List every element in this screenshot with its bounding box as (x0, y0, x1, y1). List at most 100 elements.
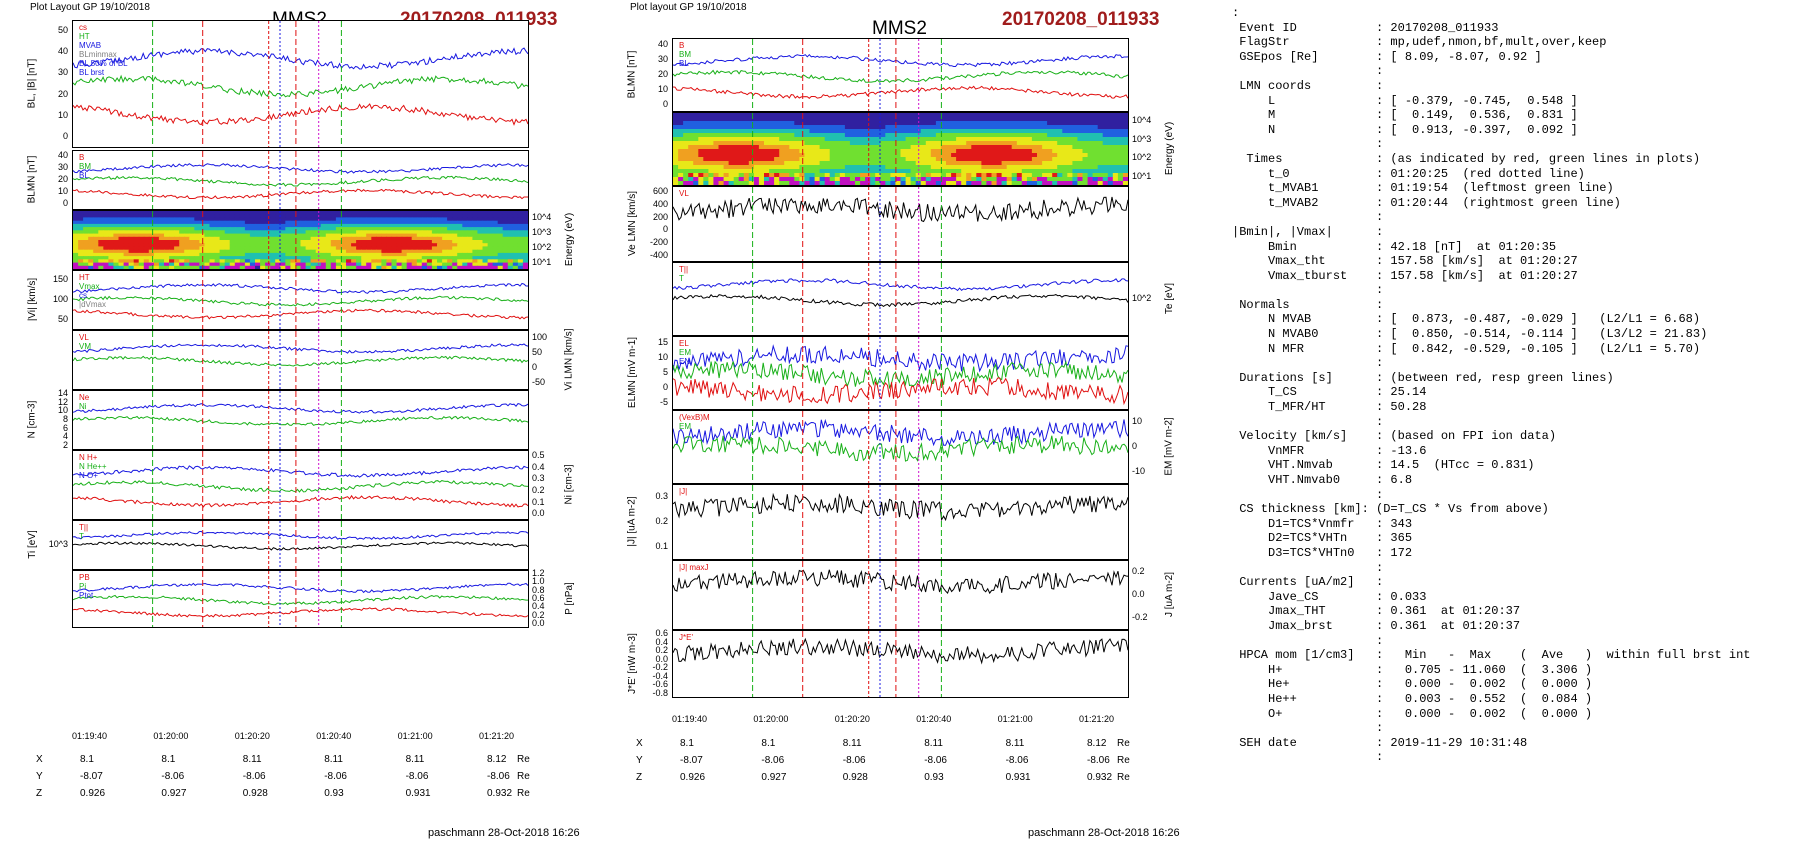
spectrogram-cell (93, 252, 99, 257)
spectrogram-cell (280, 246, 286, 251)
spectrogram-cell (239, 262, 246, 267)
spectrogram-cell (743, 173, 750, 178)
spectrogram-cell (487, 220, 494, 225)
series-line (73, 74, 528, 98)
spectrogram-cell (285, 220, 291, 225)
spectrogram-cell (1082, 177, 1089, 182)
spectrogram-cell (1042, 157, 1048, 162)
spectrogram-cell (88, 265, 94, 269)
spectrogram-cell (794, 141, 800, 146)
spectrogram-cell (416, 214, 423, 218)
spectrogram-cell (249, 233, 256, 238)
coord-value: 0.926 (680, 772, 706, 783)
spectrogram-cell (809, 153, 816, 158)
spectrogram-cell (98, 243, 104, 247)
spectrogram-cell (265, 236, 271, 241)
spectrogram-cell (834, 169, 841, 174)
spectrogram-cell (507, 223, 514, 228)
coord-unit: Re (1117, 772, 1130, 783)
spectrogram-cell (870, 121, 876, 126)
spectrogram-cell (1122, 125, 1128, 130)
spectrogram-cell (88, 262, 94, 267)
spectrogram-cell (492, 233, 499, 238)
spectrogram-cell (88, 243, 94, 247)
spectrogram-cell (270, 246, 276, 251)
spectrogram-cell (194, 256, 200, 260)
spectrogram-cell (239, 233, 246, 238)
spectrogram-cell (234, 256, 241, 260)
spectrogram-cell (128, 256, 135, 260)
spectrogram-cell (492, 230, 499, 235)
spectrogram-cell (285, 217, 291, 222)
spectrogram-cell (158, 246, 165, 251)
spectrogram-cell (991, 121, 998, 126)
spectrogram-cell (376, 256, 382, 260)
spectrogram-cell (376, 211, 382, 215)
spectrogram-cell (310, 243, 317, 247)
spectrogram-cell (1052, 141, 1058, 146)
spectrogram-cell (164, 236, 170, 241)
spectrogram-cell (416, 249, 423, 254)
spectrogram-cell (421, 249, 428, 254)
spectrogram-cell (794, 133, 800, 138)
spectrogram-cell (169, 249, 175, 254)
spectrogram-cell (1097, 113, 1104, 118)
spectrogram-cell (769, 173, 775, 178)
spectrogram-cell (976, 117, 982, 122)
spectrogram-cell (275, 230, 281, 235)
spectrogram-cell (522, 243, 528, 247)
spectrogram-cell (184, 249, 190, 254)
spectrogram-cell (361, 220, 367, 225)
spectrogram-cell (88, 240, 94, 244)
spectrogram-cell (295, 246, 302, 251)
spectrogram-cell (194, 233, 200, 238)
spectrogram-cell (860, 113, 866, 118)
spectrogram-cell (966, 133, 972, 138)
spectrogram-cell (956, 141, 962, 146)
spectrogram-cell (386, 265, 393, 269)
spectrogram-cell (437, 243, 443, 247)
spectrogram-cell (93, 220, 99, 225)
spectrogram-cell (265, 233, 271, 238)
spectrogram-cell (462, 262, 468, 267)
spectrogram-cell (224, 214, 231, 218)
spectrogram-cell (673, 117, 679, 122)
spectrogram-cell (1026, 169, 1033, 174)
info-line: : (1232, 137, 1384, 152)
spectrogram-cell (138, 233, 145, 238)
spectrogram-cell (844, 121, 851, 126)
spectrogram-cell (698, 125, 704, 130)
spectrogram-cell (78, 233, 84, 238)
spectrogram-cell (915, 177, 922, 182)
spectrogram-cell (113, 220, 120, 225)
spectrogram-cell (98, 252, 104, 257)
spectrogram-cell (981, 129, 988, 134)
spectrogram-cell (1122, 153, 1128, 158)
spectrogram-cell (265, 230, 271, 235)
spectrogram-cell (285, 249, 291, 254)
spectrogram-cell (209, 265, 216, 269)
spectrogram-cell (789, 129, 795, 134)
spectrogram-cell (966, 157, 972, 162)
spectrogram-cell (113, 246, 120, 251)
spectrogram-cell (905, 113, 912, 118)
spectrogram-cell (275, 233, 281, 238)
spectrogram-cell (204, 211, 211, 215)
spectrogram-cell (340, 217, 347, 222)
spectrogram-cell (366, 252, 372, 257)
spectrogram-cell (396, 227, 403, 231)
spectrogram-cell (158, 243, 165, 247)
spectrogram-cell (249, 259, 256, 264)
y-tick-label: 20 (57, 88, 68, 99)
spectrogram-cell (229, 236, 236, 241)
spectrogram-cell (179, 217, 185, 222)
spectrogram-cell (920, 161, 927, 166)
spectrogram-cell (1021, 141, 1028, 146)
spectrogram-cell (1107, 141, 1114, 146)
spectrogram-cell (123, 230, 130, 235)
spectrogram-cell (991, 117, 998, 122)
spectrogram-cell (1112, 113, 1119, 118)
spectrogram-cell (708, 169, 715, 174)
spectrogram-cell (497, 217, 504, 222)
spectrogram-cell (234, 243, 241, 247)
